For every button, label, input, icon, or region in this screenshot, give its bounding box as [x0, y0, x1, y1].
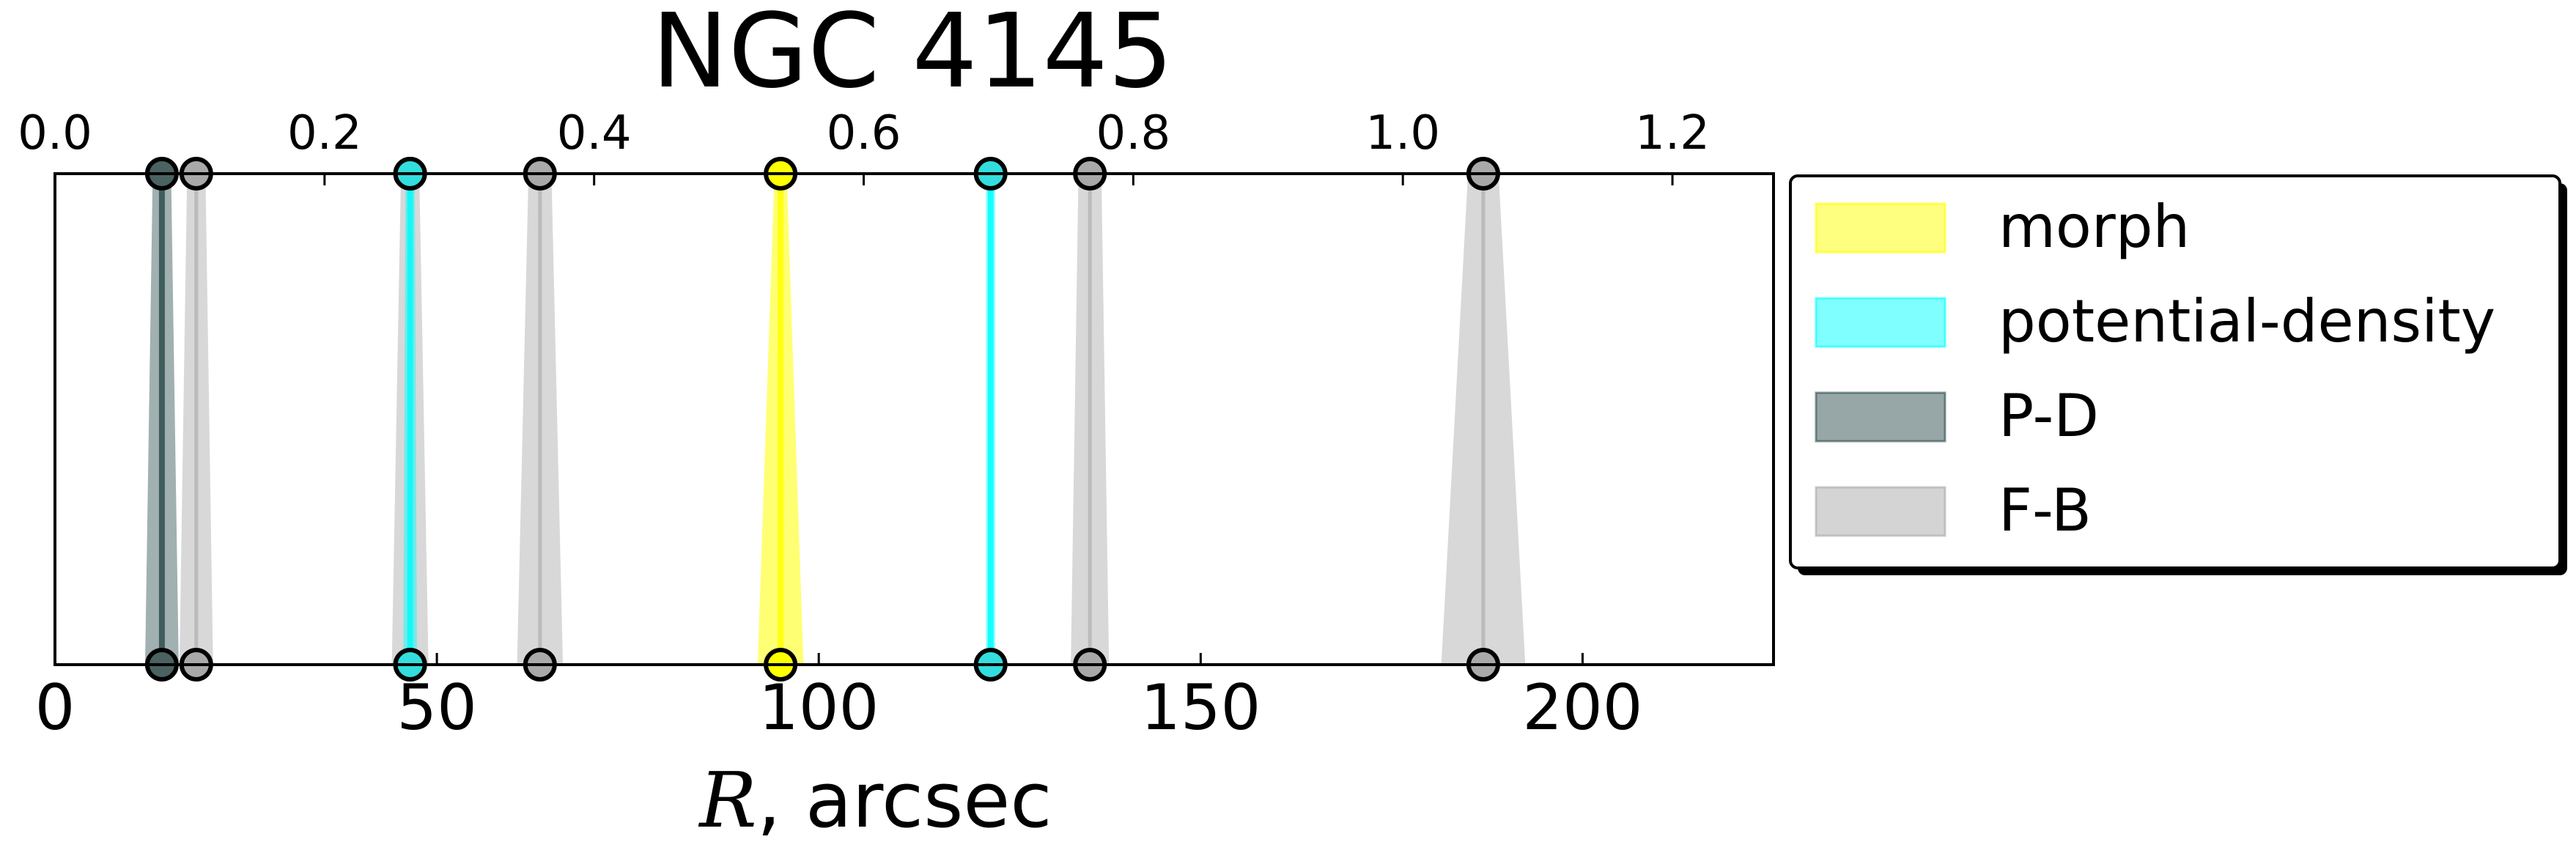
bottom-tick-label-1: 50: [396, 671, 476, 745]
legend-swatch-f-b: [1815, 486, 1946, 537]
top-x-axis: 0.0 0.2 0.4 0.6 0.8 1.0 1.2: [18, 106, 1710, 185]
top-tick-label-1: 0.2: [287, 106, 362, 160]
legend-label-morph: morph: [1999, 193, 2190, 261]
legend-label-p-d: P-D: [1999, 382, 2099, 450]
bottom-tick-label-0: 0: [35, 671, 75, 745]
bottom-tick-label-4: 200: [1522, 671, 1642, 745]
top-tick-label-6: 1.2: [1635, 106, 1710, 160]
legend-box: [1789, 174, 2561, 569]
legend-swatch-p-d: [1815, 391, 1946, 443]
top-tick-label-2: 0.4: [557, 106, 632, 160]
chart-title: NGC 4145: [652, 0, 1173, 111]
x-axis-symbol: R: [698, 756, 756, 845]
plot-area: [53, 172, 1775, 666]
band-fills: [144, 174, 1526, 665]
top-tick-label-0: 0.0: [18, 106, 92, 160]
top-tick-label-3: 0.6: [827, 106, 901, 160]
center-lines: [158, 174, 1486, 665]
markers: [144, 157, 1500, 682]
legend-swatch-morph: [1815, 202, 1946, 254]
bottom-tick-label-2: 100: [759, 671, 879, 745]
bottom-x-axis: 0 50 100 150 200: [35, 653, 1643, 745]
legend: morph potential-density P-D F-B: [1789, 174, 2567, 575]
top-tick-label-5: 1.0: [1365, 106, 1440, 160]
legend-label-f-b: F-B: [1999, 476, 2092, 544]
x-axis-unit: , arcsec: [757, 756, 1052, 845]
x-axis-label: R, arcsec: [698, 756, 1052, 845]
legend-swatch-potential-density: [1815, 297, 1946, 348]
top-tick-label-4: 0.8: [1096, 106, 1170, 160]
legend-label-potential-density: potential-density: [1999, 287, 2495, 355]
bottom-tick-label-3: 150: [1140, 671, 1261, 745]
